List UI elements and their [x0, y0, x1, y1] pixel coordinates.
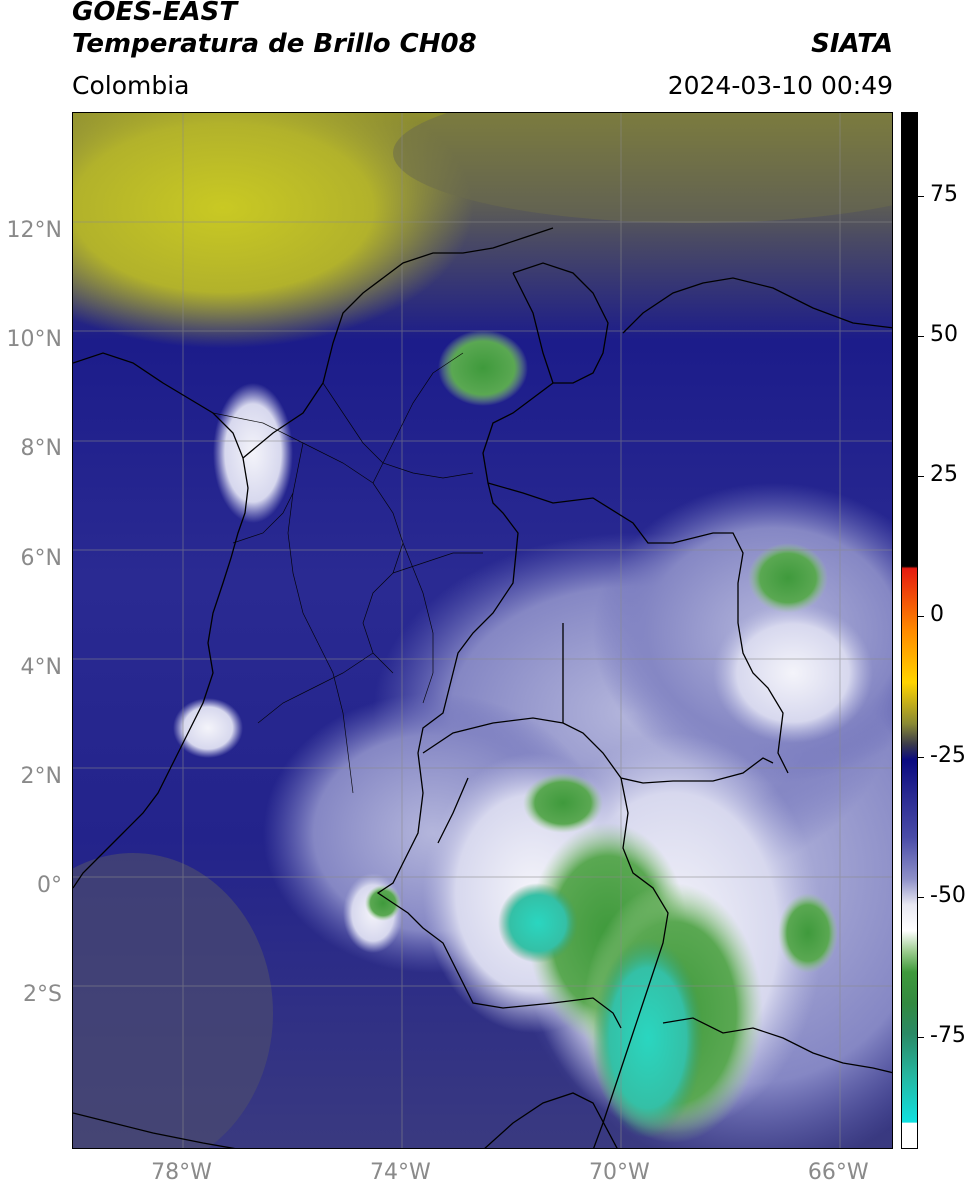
satellite-title: GOES-EAST	[72, 0, 238, 27]
lat-tick-label: 12°N	[6, 218, 62, 244]
lat-tick-label: 4°N	[20, 654, 62, 680]
lat-tick-label: 2°S	[23, 982, 62, 1008]
colorbar-tick-label: 75	[930, 182, 958, 208]
colorbar-tick	[918, 896, 924, 898]
colorbar-tick	[918, 196, 924, 198]
colorbar-tick-label: -75	[930, 1022, 966, 1048]
agency-label: SIATA	[811, 29, 893, 59]
colorbar-tick-label: 0	[930, 602, 944, 628]
colorbar-tick	[918, 616, 924, 618]
colorbar-tick-label: -50	[930, 882, 966, 908]
colorbar-tick-label: 25	[930, 462, 958, 488]
colorbar-tick-label: -25	[930, 742, 966, 768]
lat-tick-label: 8°N	[20, 436, 62, 462]
lon-tick-label: 74°W	[370, 1160, 431, 1185]
lon-tick-label: 78°W	[151, 1160, 212, 1185]
colorbar-tick	[918, 476, 924, 478]
region-label: Colombia	[72, 71, 190, 100]
lon-tick-label: 70°W	[588, 1160, 650, 1185]
lon-tick-label: 66°W	[807, 1160, 869, 1185]
lat-tick-label: 0°	[37, 873, 62, 899]
brightness-temperature-map	[72, 112, 893, 1149]
lat-tick-label: 6°N	[20, 545, 62, 571]
timestamp-label: 2024-03-10 00:49	[667, 71, 893, 100]
colorbar-tick	[918, 756, 924, 758]
lat-tick-label: 10°N	[6, 327, 62, 353]
colorbar-tick-label: 50	[930, 322, 958, 348]
colorbar-svg	[902, 113, 917, 1148]
colorbar-tick	[918, 336, 924, 338]
colorbar	[901, 112, 918, 1149]
product-title: Temperatura de Brillo CH08	[72, 29, 477, 59]
map-svg	[73, 113, 892, 1148]
colorbar-tick	[918, 1036, 924, 1038]
department-borders	[212, 352, 483, 794]
lat-tick-label: 2°N	[20, 763, 62, 789]
country-borders	[73, 227, 892, 1148]
